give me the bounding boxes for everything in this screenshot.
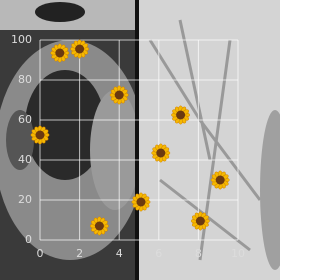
sunflower-marker	[171, 105, 191, 125]
flower-center	[35, 130, 45, 140]
flower-center	[114, 90, 124, 100]
flower-center	[136, 197, 146, 207]
flower-center	[156, 148, 166, 158]
flower-center	[55, 48, 65, 58]
plot-area: 0 20 40 60 80 100 0 2 4 6 8 10	[11, 33, 245, 260]
sunflower-marker	[30, 125, 50, 145]
flower-center	[215, 175, 225, 185]
sunflower-marker	[109, 85, 129, 105]
x-tick-label: 2	[76, 247, 83, 260]
sunflower-marker	[89, 216, 109, 236]
y-tick-label: 20	[18, 193, 32, 206]
sunflower-marker	[190, 211, 210, 231]
sunflower-marker	[210, 170, 230, 190]
chart: 0 20 40 60 80 100 0 2 4 6 8 10	[0, 0, 280, 280]
x-tick-label: 4	[116, 247, 123, 260]
background-scan	[0, 0, 280, 280]
sunflower-marker	[50, 43, 70, 63]
x-tick-label: 10	[231, 247, 245, 260]
y-tick-label: 40	[18, 153, 32, 166]
flower-center	[176, 110, 186, 120]
y-tick-label: 80	[18, 73, 32, 86]
x-tick-label: 6	[155, 247, 162, 260]
y-tick-label: 0	[25, 233, 32, 246]
x-tick-label: 0	[37, 247, 44, 260]
y-tick-label: 100	[11, 33, 32, 46]
flower-center	[94, 221, 104, 231]
sunflower-marker	[131, 192, 151, 212]
flower-center	[195, 216, 205, 226]
sunflower-marker	[151, 143, 171, 163]
flower-center	[75, 44, 85, 54]
sunflower-marker	[70, 39, 90, 59]
y-tick-label: 60	[18, 113, 32, 126]
x-tick-label: 8	[195, 247, 202, 260]
